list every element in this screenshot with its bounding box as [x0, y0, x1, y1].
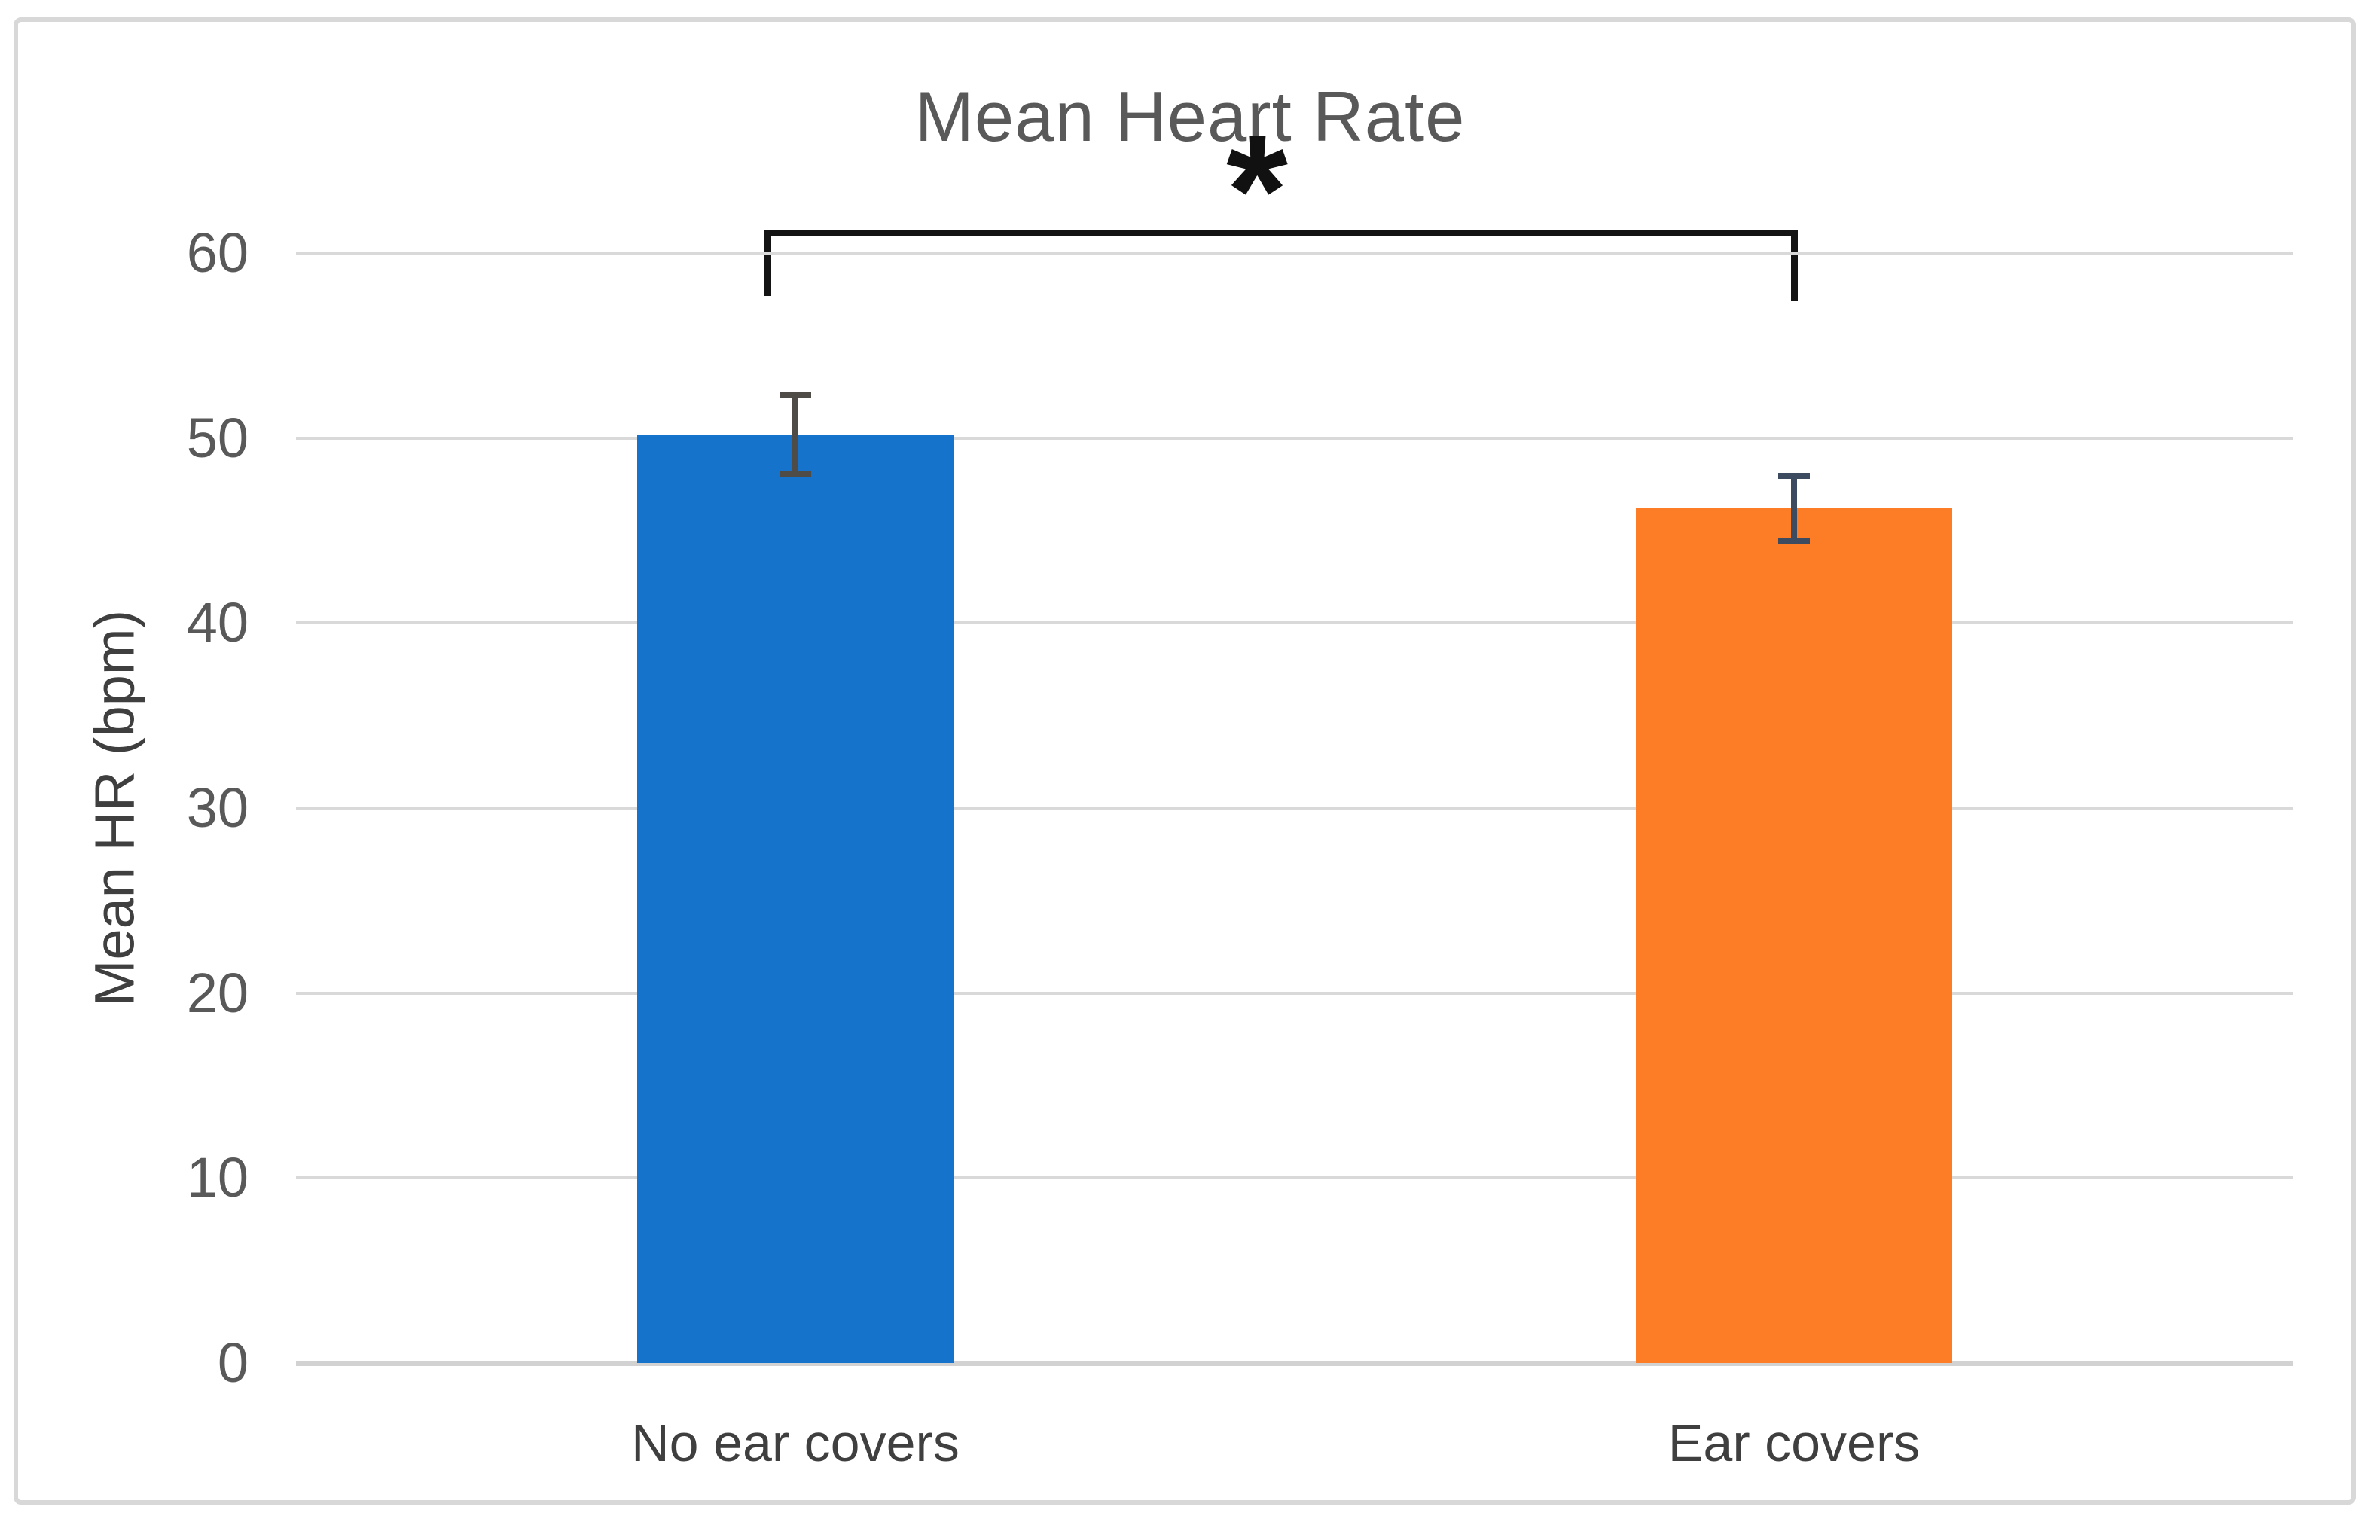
y-tick-label-30: 30	[186, 776, 249, 839]
gridline-y-30	[296, 807, 2293, 810]
y-tick-label-50: 50	[186, 407, 249, 469]
gridline-y-40	[296, 621, 2293, 624]
chart-border	[14, 17, 2356, 1505]
bar-ear-covers	[1636, 508, 1952, 1363]
error-bar-line	[792, 392, 798, 477]
bar-no-ear-covers	[637, 435, 954, 1363]
gridline-y-10	[296, 1176, 2293, 1179]
x-category-label-1: Ear covers	[1668, 1413, 1921, 1472]
x-category-label-0: No ear covers	[631, 1413, 960, 1472]
y-tick-label-10: 10	[186, 1146, 249, 1209]
y-tick-label-40: 40	[186, 591, 249, 654]
y-tick-label-20: 20	[186, 962, 249, 1024]
chart-title: Mean Heart Rate	[914, 77, 1466, 156]
gridline-y-50	[296, 437, 2293, 440]
gridline-y-60	[296, 252, 2293, 255]
y-tick-label-60: 60	[186, 221, 249, 284]
gridline-y-0	[296, 1361, 2293, 1366]
error-bar-line	[1791, 473, 1797, 543]
error-bar-cap-top	[780, 392, 811, 398]
error-bar-cap-bottom	[780, 471, 811, 477]
significance-asterisk: *	[1226, 102, 1288, 279]
error-bar-cap-bottom	[1778, 538, 1810, 544]
significance-bracket-top	[764, 230, 1798, 236]
significance-bracket-right-leg	[1791, 230, 1798, 301]
significance-bracket-left-leg	[764, 230, 771, 296]
error-bar-cap-top	[1778, 473, 1810, 479]
gridline-y-20	[296, 992, 2293, 995]
y-tick-label-0: 0	[217, 1331, 249, 1394]
